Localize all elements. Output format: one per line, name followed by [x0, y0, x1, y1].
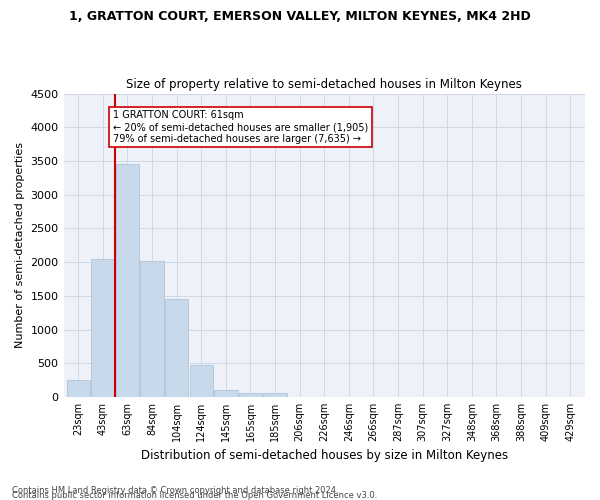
Bar [140, 260, 164, 397]
Y-axis label: Number of semi-detached properties: Number of semi-detached properties [15, 142, 25, 348]
Text: 1 GRATTON COURT: 61sqm
← 20% of semi-detached houses are smaller (1,905)
79% of : 1 GRATTON COURT: 61sqm ← 20% of semi-det… [113, 110, 368, 144]
X-axis label: Distribution of semi-detached houses by size in Milton Keynes: Distribution of semi-detached houses by … [141, 450, 508, 462]
Bar [239, 392, 262, 397]
Text: Contains public sector information licensed under the Open Government Licence v3: Contains public sector information licen… [12, 491, 377, 500]
Bar [263, 392, 287, 397]
Title: Size of property relative to semi-detached houses in Milton Keynes: Size of property relative to semi-detach… [127, 78, 522, 91]
Bar [116, 164, 139, 397]
Bar [91, 258, 115, 397]
Text: Contains HM Land Registry data © Crown copyright and database right 2024.: Contains HM Land Registry data © Crown c… [12, 486, 338, 495]
Text: 1, GRATTON COURT, EMERSON VALLEY, MILTON KEYNES, MK4 2HD: 1, GRATTON COURT, EMERSON VALLEY, MILTON… [69, 10, 531, 23]
Bar [190, 364, 213, 397]
Bar [165, 298, 188, 397]
Bar [67, 380, 90, 397]
Bar [214, 390, 238, 397]
